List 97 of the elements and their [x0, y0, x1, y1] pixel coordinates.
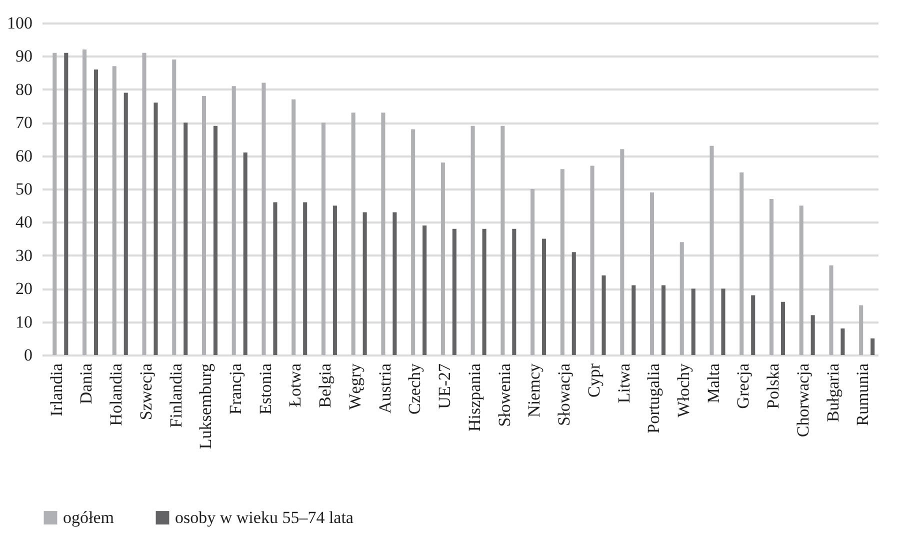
bar	[780, 302, 785, 355]
bar	[64, 52, 68, 355]
y-tick-label: 30	[16, 246, 32, 265]
x-tick-label: UE-27	[435, 363, 454, 409]
bar	[94, 69, 98, 355]
y-tick-label: 60	[16, 146, 32, 166]
x-tick-label: Dania	[76, 363, 96, 404]
y-tick-label: 90	[16, 46, 32, 66]
bar	[751, 295, 756, 355]
y-tick-label: 50	[16, 180, 32, 198]
bar	[829, 265, 834, 355]
bar	[112, 66, 116, 355]
bar	[721, 288, 726, 355]
bar	[769, 198, 774, 355]
y-tick-label: 0	[24, 346, 32, 364]
bar	[411, 129, 416, 355]
x-tick-label: Portugalia	[644, 363, 664, 434]
bar	[381, 112, 386, 355]
bar	[172, 60, 176, 355]
bar	[650, 192, 654, 355]
bar	[512, 228, 516, 355]
bar	[154, 102, 158, 355]
bar	[213, 126, 218, 355]
bar	[273, 202, 278, 355]
bar	[332, 206, 337, 355]
y-tick-label: 70	[16, 113, 32, 132]
bar	[392, 212, 397, 355]
bar	[262, 82, 266, 355]
bar	[840, 328, 845, 355]
x-tick-label: Czechy	[405, 363, 424, 414]
bar	[470, 126, 475, 355]
bar	[799, 206, 804, 355]
bar	[362, 212, 367, 355]
bar	[530, 189, 535, 355]
y-tick-label: 100	[7, 14, 32, 32]
x-tick-label: Austria	[375, 363, 394, 414]
bar	[710, 146, 714, 355]
bar	[124, 92, 128, 355]
bar	[500, 126, 505, 355]
bar	[351, 112, 356, 355]
x-tick-label: Słowenia	[494, 363, 514, 427]
x-tick-label: Litwa	[614, 363, 634, 404]
bar	[870, 338, 875, 355]
bar	[810, 315, 815, 355]
x-tick-label: Niemcy	[524, 363, 544, 418]
y-tick-label: 40	[16, 212, 32, 232]
x-tick-label: Francja	[226, 363, 245, 414]
bar	[142, 52, 146, 355]
x-tick-label: Cypr	[584, 363, 604, 398]
x-tick-label: Chorwacja	[793, 363, 812, 438]
bar	[184, 122, 188, 355]
bar	[859, 305, 864, 355]
bar	[602, 275, 606, 355]
x-tick-label: Grecja	[734, 363, 753, 409]
bar	[52, 52, 57, 355]
y-tick-label: 80	[16, 80, 32, 99]
bar	[243, 152, 248, 355]
x-tick-label: Luksemburg	[196, 363, 216, 450]
x-tick-label: Łotwa	[286, 363, 305, 407]
bar	[590, 166, 594, 355]
x-tick-label: Irlandia	[46, 363, 66, 416]
bar	[422, 226, 427, 355]
x-tick-label: Hiszpania	[464, 363, 484, 432]
x-tick-label: Bułgaria	[823, 363, 842, 422]
y-tick-label: 10	[16, 312, 32, 332]
x-tick-label: Finlandia	[166, 363, 186, 428]
bar	[691, 288, 696, 355]
x-tick-label: Polska	[764, 363, 783, 409]
bar	[321, 122, 326, 355]
bar	[440, 162, 445, 355]
bar	[82, 50, 87, 355]
x-tick-label: Holandia	[106, 363, 126, 426]
bar	[542, 238, 546, 355]
x-tick-label: Rumunia	[853, 363, 872, 426]
bar	[620, 149, 624, 355]
x-tick-label: Belgia	[316, 363, 335, 408]
bar	[232, 86, 236, 355]
bar	[482, 228, 486, 355]
x-tick-label: Malta	[704, 363, 723, 404]
bar	[202, 96, 206, 355]
bar	[452, 228, 456, 355]
x-tick-label: Estonia	[256, 363, 275, 414]
x-tick-label: Słowacja	[554, 363, 574, 426]
x-tick-label: Węgry	[345, 363, 364, 410]
legend-label: osoby w wieku 55–74 lata	[175, 508, 354, 527]
bar	[632, 285, 636, 355]
bar	[680, 242, 684, 355]
bar	[560, 169, 564, 355]
x-tick-label: Włochy	[674, 363, 694, 418]
bar	[303, 202, 308, 355]
y-tick-label: 20	[16, 279, 32, 298]
bar	[572, 252, 576, 355]
bar	[292, 99, 296, 355]
x-tick-label: Szwecja	[136, 363, 156, 420]
legend-label: ogółem	[63, 508, 114, 527]
bar	[661, 285, 666, 355]
bar	[740, 172, 744, 355]
